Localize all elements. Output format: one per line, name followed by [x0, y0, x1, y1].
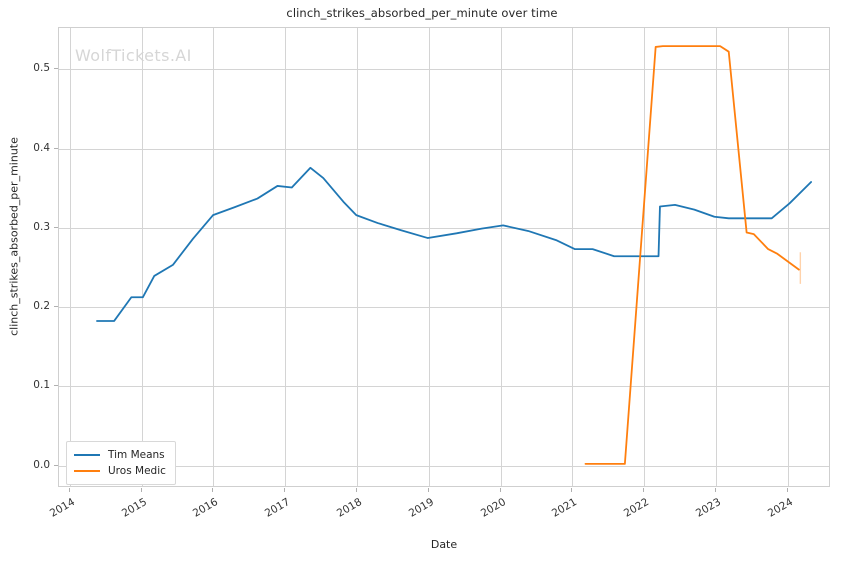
gridline-vertical [501, 28, 502, 486]
x-axis-label: Date [430, 538, 458, 551]
x-tick-mark [356, 488, 357, 492]
x-tick-mark [715, 488, 716, 492]
x-tick-mark [212, 488, 213, 492]
x-tick-mark [69, 488, 70, 492]
y-tick-label: 0.2 [33, 300, 50, 313]
x-tick-label: 2024 [765, 496, 795, 520]
gridline-horizontal [59, 466, 829, 467]
y-tick-label: 0.5 [33, 62, 50, 75]
y-tick-mark [54, 68, 58, 69]
y-tick-mark [54, 227, 58, 228]
series-line [584, 45, 800, 465]
x-tick-label: 2014 [47, 496, 77, 520]
legend-label: Uros Medic [108, 465, 166, 477]
x-tick-label: 2019 [406, 496, 436, 520]
x-tick-mark [141, 488, 142, 492]
x-tick-mark [284, 488, 285, 492]
series-line [96, 166, 812, 322]
gridline-vertical [70, 28, 71, 486]
x-tick-label: 2018 [334, 496, 365, 520]
y-tick-label: 0.1 [33, 379, 50, 392]
x-tick-label: 2016 [191, 496, 221, 520]
gridline-horizontal [59, 307, 829, 308]
legend-color-swatch [74, 454, 100, 456]
series-lines [96, 45, 812, 465]
x-tick-label: 2015 [119, 496, 149, 520]
x-tick-label: 2020 [478, 496, 508, 520]
gridline-horizontal [59, 69, 829, 70]
gridline-vertical [788, 28, 789, 486]
x-tick-label: 2017 [263, 496, 293, 520]
x-tick-mark [643, 488, 644, 492]
x-tick-mark [571, 488, 572, 492]
gridline-horizontal [59, 149, 829, 150]
gridline-vertical [429, 28, 430, 486]
legend-item[interactable]: Tim Means [74, 447, 166, 463]
gridline-horizontal [59, 228, 829, 229]
x-tick-label: 2023 [693, 496, 724, 520]
legend-item[interactable]: Uros Medic [74, 463, 166, 479]
chart-title: clinch_strikes_absorbed_per_minute over … [286, 6, 558, 20]
y-tick-label: 0.4 [33, 141, 50, 154]
gridline-vertical [213, 28, 214, 486]
y-tick-mark [54, 385, 58, 386]
y-axis-label: clinch_strikes_absorbed_per_minute [7, 137, 21, 336]
gridline-vertical [357, 28, 358, 486]
plot-area: WolfTickets.AI [58, 27, 830, 487]
y-tick-mark [54, 306, 58, 307]
gridline-vertical [142, 28, 143, 486]
gridline-vertical [285, 28, 286, 486]
y-tick-label: 0.0 [33, 458, 50, 471]
gridline-vertical [716, 28, 717, 486]
gridline-vertical [572, 28, 573, 486]
gridline-horizontal [59, 386, 829, 387]
y-tick-mark [54, 465, 58, 466]
x-tick-mark [428, 488, 429, 492]
x-tick-label: 2021 [550, 496, 580, 520]
y-tick-label: 0.3 [33, 220, 50, 233]
legend-label: Tim Means [108, 449, 165, 461]
chart-legend[interactable]: Tim Means Uros Medic [66, 441, 176, 485]
y-tick-mark [54, 148, 58, 149]
x-tick-mark [787, 488, 788, 492]
x-tick-label: 2022 [622, 496, 652, 520]
x-tick-mark [500, 488, 501, 492]
legend-color-swatch [74, 470, 100, 472]
